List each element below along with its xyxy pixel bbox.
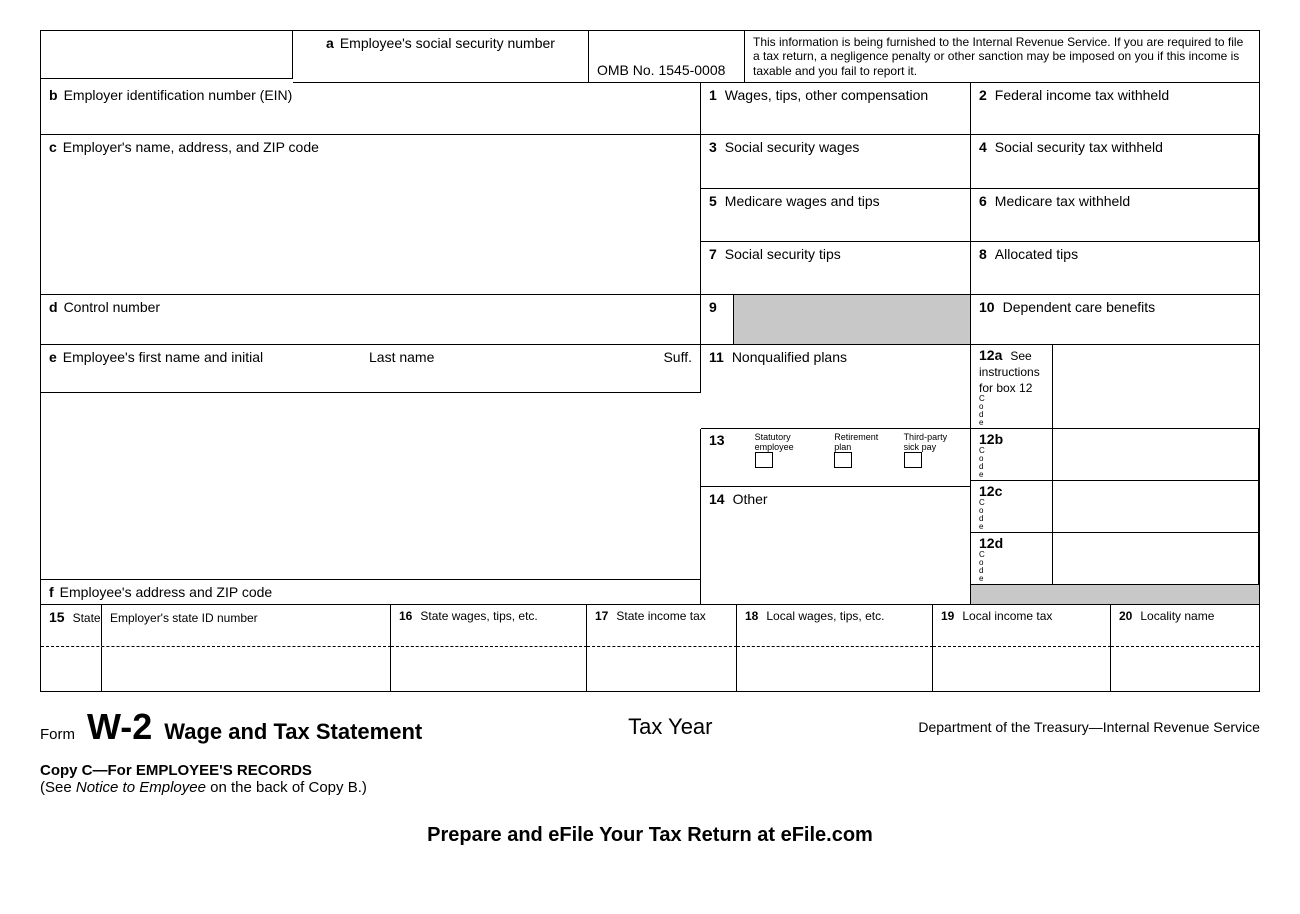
box-4-label: Social security tax withheld xyxy=(995,139,1163,155)
box-12a: 12aSee instructions for box 12 C o d e xyxy=(971,345,1259,429)
box-15-r2 xyxy=(41,647,391,691)
box-a-label: Employee's social security number xyxy=(340,35,555,51)
box-3: 3Social security wages xyxy=(701,135,971,188)
box-17-r2 xyxy=(587,647,737,691)
box-1-label: Wages, tips, other compensation xyxy=(725,87,928,103)
box-b-label: Employer identification number (EIN) xyxy=(64,87,293,103)
box-a-blank xyxy=(41,31,293,79)
box-e-last: Last name xyxy=(369,349,434,365)
box-11: 11Nonqualified plans xyxy=(701,345,971,429)
notice-line: (See Notice to Employee on the back of C… xyxy=(40,779,1260,796)
box-e-body xyxy=(41,429,700,579)
box-15: 15State Employer's state ID number xyxy=(41,605,391,647)
box-5: 5Medicare wages and tips xyxy=(701,189,971,242)
box-3-label: Social security wages xyxy=(725,139,860,155)
checkbox-statutory[interactable] xyxy=(755,452,773,468)
box-c-label: Employer's name, address, and ZIP code xyxy=(63,139,319,155)
box-6: 6Medicare tax withheld xyxy=(971,189,1259,242)
box-c: cEmployer's name, address, and ZIP code xyxy=(41,135,701,295)
box-11-label: Nonqualified plans xyxy=(732,349,847,365)
box-12b: 12b C o d e xyxy=(971,429,1259,481)
box-13-sick: Third-party sick pay xyxy=(904,433,962,452)
box-8: 8Allocated tips xyxy=(971,242,1259,295)
box-20-r2 xyxy=(1111,647,1259,691)
box-2-label: Federal income tax withheld xyxy=(995,87,1169,103)
omb-label: OMB No. 1545-0008 xyxy=(597,62,725,78)
box-4: 4Social security tax withheld xyxy=(971,135,1259,188)
form-title-text: Wage and Tax Statement xyxy=(164,719,422,745)
box-5-label: Medicare wages and tips xyxy=(725,193,880,209)
box-13-stat: Statutory employee xyxy=(755,433,813,452)
omb-box: OMB No. 1545-0008 xyxy=(589,31,745,83)
box-1: 1Wages, tips, other compensation xyxy=(701,83,971,135)
code-label-12a: C o d e xyxy=(979,395,985,427)
checkbox-sickpay[interactable] xyxy=(904,452,922,468)
box-6-label: Medicare tax withheld xyxy=(995,193,1130,209)
box-14: 14Other xyxy=(701,487,970,605)
box-17: 17State income tax xyxy=(587,605,737,647)
copy-line: Copy C—For EMPLOYEE'S RECORDS xyxy=(40,762,1260,779)
box-19-r2 xyxy=(933,647,1111,691)
box-e-suff: Suff. xyxy=(663,349,692,365)
box-8-label: Allocated tips xyxy=(995,246,1078,262)
box-7-label: Social security tips xyxy=(725,246,841,262)
box-e-first: Employee's first name and initial xyxy=(63,349,263,365)
form-name: W-2 xyxy=(87,706,152,748)
box-7: 7Social security tips xyxy=(701,242,971,295)
box-18: 18Local wages, tips, etc. xyxy=(737,605,933,647)
checkbox-retirement[interactable] xyxy=(834,452,852,468)
box-15-state: State xyxy=(73,611,101,625)
efile-line: Prepare and eFile Your Tax Return at eFi… xyxy=(40,824,1260,847)
box-18-r2 xyxy=(737,647,933,691)
box-f-label: Employee's address and ZIP code xyxy=(60,584,273,600)
tax-year: Tax Year xyxy=(628,714,712,740)
irs-notice-text: This information is being furnished to t… xyxy=(753,35,1243,78)
irs-notice: This information is being furnished to t… xyxy=(745,31,1259,83)
box-d-label: Control number xyxy=(64,299,161,315)
box-10: 10Dependent care benefits xyxy=(971,295,1259,345)
form-label: Form xyxy=(40,726,75,743)
box-14-label: Other xyxy=(733,491,768,507)
box-13-ret: Retirement plan xyxy=(834,433,881,452)
box-2: 2Federal income tax withheld xyxy=(971,83,1259,135)
box-9-gray xyxy=(733,295,970,344)
box-a: aEmployee's social security number xyxy=(293,31,589,83)
box-10-label: Dependent care benefits xyxy=(1003,299,1156,315)
box-16-r2 xyxy=(391,647,587,691)
box-15-id: Employer's state ID number xyxy=(110,611,258,625)
box-f: fEmployee's address and ZIP code xyxy=(41,579,700,605)
box-19: 19Local income tax xyxy=(933,605,1111,647)
box-e-header: eEmployee's first name and initial Last … xyxy=(41,345,701,393)
box-d: dControl number xyxy=(41,295,701,345)
dept-text: Department of the Treasury—Internal Reve… xyxy=(918,719,1260,735)
w2-form: aEmployee's social security number OMB N… xyxy=(40,30,1260,692)
form-footer: Form W-2 Wage and Tax Statement Tax Year… xyxy=(40,706,1260,847)
box-16: 16State wages, tips, etc. xyxy=(391,605,587,647)
box-b: bEmployer identification number (EIN) xyxy=(41,83,701,135)
box-9: 9 xyxy=(701,295,971,345)
box-20: 20Locality name xyxy=(1111,605,1259,647)
box-13: 13 Statutory employee Retirement plan Th… xyxy=(701,429,970,487)
box-12d: 12d C o d e xyxy=(971,533,1259,585)
box-12c: 12c C o d e xyxy=(971,481,1259,533)
box-12-gray xyxy=(971,585,1259,605)
